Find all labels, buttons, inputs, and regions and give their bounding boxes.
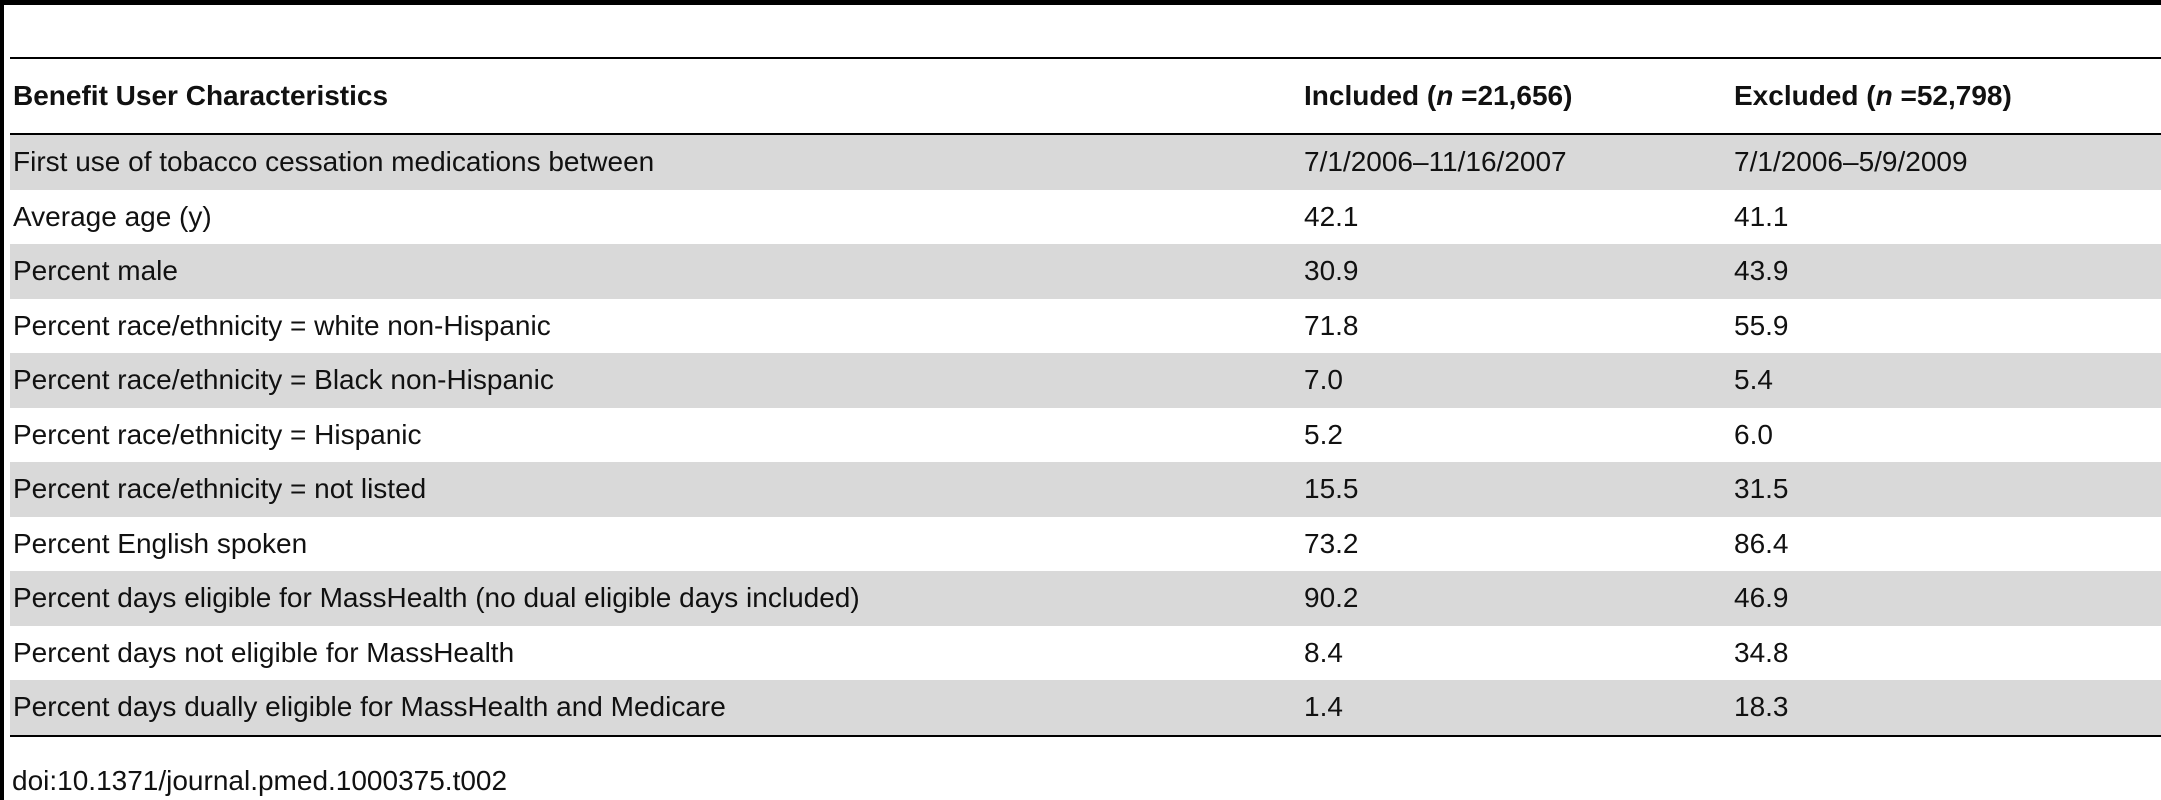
header-included-n-value: =21,656) [1453,80,1573,111]
row-label: First use of tobacco cessation medicatio… [10,134,1301,190]
table-row: Percent male 30.9 43.9 [10,244,2161,299]
row-label: Percent male [10,244,1301,299]
table-row: Percent race/ethnicity = Hispanic 5.2 6.… [10,408,2161,463]
row-excluded-value: 86.4 [1734,527,1789,559]
row-label: Percent race/ethnicity = not listed [10,462,1301,517]
row-included-value: 71.8 [1304,309,1359,341]
row-label: Percent days not eligible for MassHealth [13,636,515,668]
header-excluded: Excluded (n =52,798) [1731,58,2161,134]
table-container: Benefit User Characteristics Included (n… [10,57,2161,737]
header-characteristics-label: Benefit User Characteristics [13,80,389,111]
row-excluded-value: 6.0 [1734,418,1773,450]
row-label: Percent race/ethnicity = white non-Hispa… [13,309,551,341]
header-included-n-symbol: n [1436,80,1454,111]
row-label: Percent days eligible for MassHealth (no… [10,571,1301,626]
table-row: Percent days not eligible for MassHealth… [10,626,2161,681]
table-body: First use of tobacco cessation medicatio… [10,134,2161,736]
row-excluded-value: 31.5 [1731,462,2161,517]
row-included-value: 30.9 [1301,244,1731,299]
left-rule [0,0,4,800]
row-included-value: 8.4 [1304,636,1343,668]
row-excluded-value: 5.4 [1731,353,2161,408]
characteristics-table: Benefit User Characteristics Included (n… [10,57,2161,737]
table-row: Percent race/ethnicity = white non-Hispa… [10,299,2161,354]
table-row: First use of tobacco cessation medicatio… [10,134,2161,190]
header-excluded-prefix: Excluded ( [1734,80,1876,111]
table-row: Percent English spoken 73.2 86.4 [10,517,2161,572]
row-included-value: 1.4 [1301,680,1731,736]
row-label: Percent race/ethnicity = Black non-Hispa… [10,353,1301,408]
row-included-value: 5.2 [1304,418,1343,450]
row-excluded-value: 18.3 [1731,680,2161,736]
table-row: Percent race/ethnicity = Black non-Hispa… [10,353,2161,408]
row-label: Average age (y) [13,200,212,232]
row-included-value: 73.2 [1304,527,1359,559]
row-excluded-value: 55.9 [1734,309,1789,341]
top-rule [0,0,2161,5]
doi-citation: doi:10.1371/journal.pmed.1000375.t002 [12,765,508,796]
row-label: Percent days dually eligible for MassHea… [10,680,1301,736]
header-characteristics: Benefit User Characteristics [10,58,1301,134]
row-label: Percent English spoken [13,527,308,559]
row-included-value: 42.1 [1304,200,1359,232]
row-excluded-value: 46.9 [1731,571,2161,626]
row-excluded-value: 7/1/2006–5/9/2009 [1731,134,2161,190]
table-header: Benefit User Characteristics Included (n… [10,58,2161,134]
table-row: Average age (y) 42.1 41.1 [10,190,2161,245]
table-row: Percent days eligible for MassHealth (no… [10,571,2161,626]
header-included-prefix: Included ( [1304,80,1437,111]
row-included-value: 7/1/2006–11/16/2007 [1301,134,1731,190]
header-row: Benefit User Characteristics Included (n… [10,58,2161,134]
header-excluded-n-symbol: n [1875,80,1893,111]
row-excluded-value: 34.8 [1734,636,1789,668]
header-excluded-n-value: =52,798) [1892,80,2012,111]
row-label: Percent race/ethnicity = Hispanic [13,418,422,450]
row-excluded-value: 43.9 [1731,244,2161,299]
row-excluded-value: 41.1 [1734,200,1789,232]
row-included-value: 15.5 [1301,462,1731,517]
header-included: Included (n =21,656) [1301,58,1731,134]
table-row: Percent race/ethnicity = not listed 15.5… [10,462,2161,517]
row-included-value: 90.2 [1301,571,1731,626]
table-row: Percent days dually eligible for MassHea… [10,680,2161,736]
row-included-value: 7.0 [1301,353,1731,408]
